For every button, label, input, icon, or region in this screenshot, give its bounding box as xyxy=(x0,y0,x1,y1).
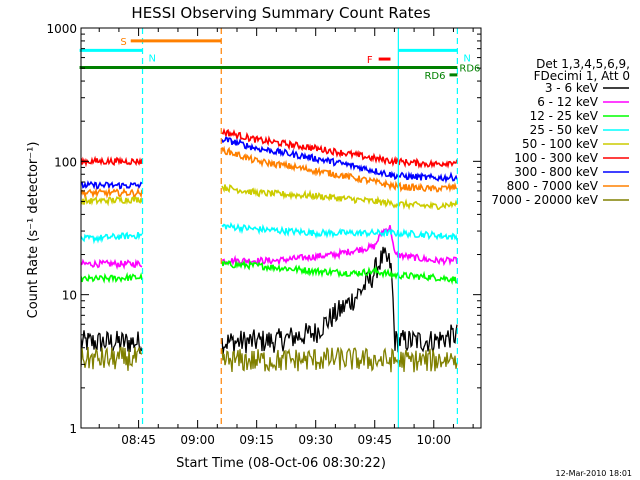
y-tick-label-2: 100 xyxy=(54,155,77,169)
series-line-6-seg-1 xyxy=(221,136,458,184)
y-axis-label: Count Rate (s⁻¹ detector⁻¹) xyxy=(26,142,41,319)
legend-label-4: 50 - 100 keV xyxy=(522,137,599,151)
legend-label-3: 25 - 50 keV xyxy=(530,123,599,137)
plot-series-group xyxy=(81,28,458,428)
series-line-0-seg-0 xyxy=(81,330,143,354)
x-tick-label-2: 09:15 xyxy=(239,433,274,447)
series-line-6-seg-0 xyxy=(81,180,143,191)
series-line-1-seg-0 xyxy=(81,258,143,270)
legend-label-7: 800 - 7000 keV xyxy=(507,179,599,193)
legend-header-2: FDecimi 1, Att 0 xyxy=(534,69,630,83)
y-tick-label-0: 1 xyxy=(69,422,77,436)
legend-label-6: 300 - 800 keV xyxy=(514,165,598,179)
series-line-8-seg-1 xyxy=(221,346,458,373)
flag-label-1: N xyxy=(149,53,156,64)
legend: Det 1,3,4,5,6,9, FDecimi 1, Att 0 3 - 6 … xyxy=(491,57,630,207)
series-line-0-seg-1 xyxy=(221,246,458,354)
series-line-3-seg-1 xyxy=(221,221,458,241)
x-tick-label-1: 09:00 xyxy=(180,433,215,447)
series-line-8-seg-0 xyxy=(81,346,143,371)
series-line-2-seg-0 xyxy=(81,271,143,284)
flag-label-5: RD6 xyxy=(424,71,445,82)
series-line-4-seg-1 xyxy=(221,184,458,211)
chart-title: HESSI Observing Summary Count Rates xyxy=(131,4,430,22)
legend-header-1: Det 1,3,4,5,6,9, xyxy=(536,57,630,71)
series-line-1-seg-1 xyxy=(221,225,458,267)
series-line-3-seg-0 xyxy=(81,231,143,245)
plot-frame xyxy=(80,27,482,429)
legend-label-0: 3 - 6 keV xyxy=(545,81,599,95)
axes: 08:45 09:00 09:15 09:30 09:45 10:00 1 10 100 1000 xyxy=(46,22,481,447)
series-line-4-seg-0 xyxy=(81,195,143,207)
series-line-5-seg-1 xyxy=(221,127,458,169)
series-line-5-seg-0 xyxy=(81,155,143,168)
flag-label-0: S xyxy=(120,37,126,48)
plot-content xyxy=(79,28,458,428)
series-line-7-seg-0 xyxy=(81,186,143,200)
y-tick-label-3: 1000 xyxy=(46,22,77,36)
flag-label-4: RD6 xyxy=(459,64,480,75)
x-tick-label-5: 10:00 xyxy=(416,433,451,447)
x-tick-label-0: 08:45 xyxy=(121,433,156,447)
series-line-2-seg-1 xyxy=(221,259,458,285)
x-tick-label-4: 09:45 xyxy=(357,433,392,447)
flag-label-3: F xyxy=(367,55,373,66)
legend-label-1: 6 - 12 keV xyxy=(537,95,599,109)
y-tick-label-1: 10 xyxy=(62,289,77,303)
footer-date: 12-Mar-2010 18:01 xyxy=(556,469,633,478)
legend-label-5: 100 - 300 keV xyxy=(514,151,598,165)
legend-label-8: 7000 - 20000 keV xyxy=(491,193,598,207)
series-line-7-seg-1 xyxy=(221,145,458,193)
flag-label-2: N xyxy=(463,53,470,64)
legend-label-2: 12 - 25 keV xyxy=(530,109,599,123)
x-tick-label-3: 09:30 xyxy=(298,433,333,447)
x-axis-label: Start Time (08-Oct-06 08:30:22) xyxy=(176,456,386,471)
